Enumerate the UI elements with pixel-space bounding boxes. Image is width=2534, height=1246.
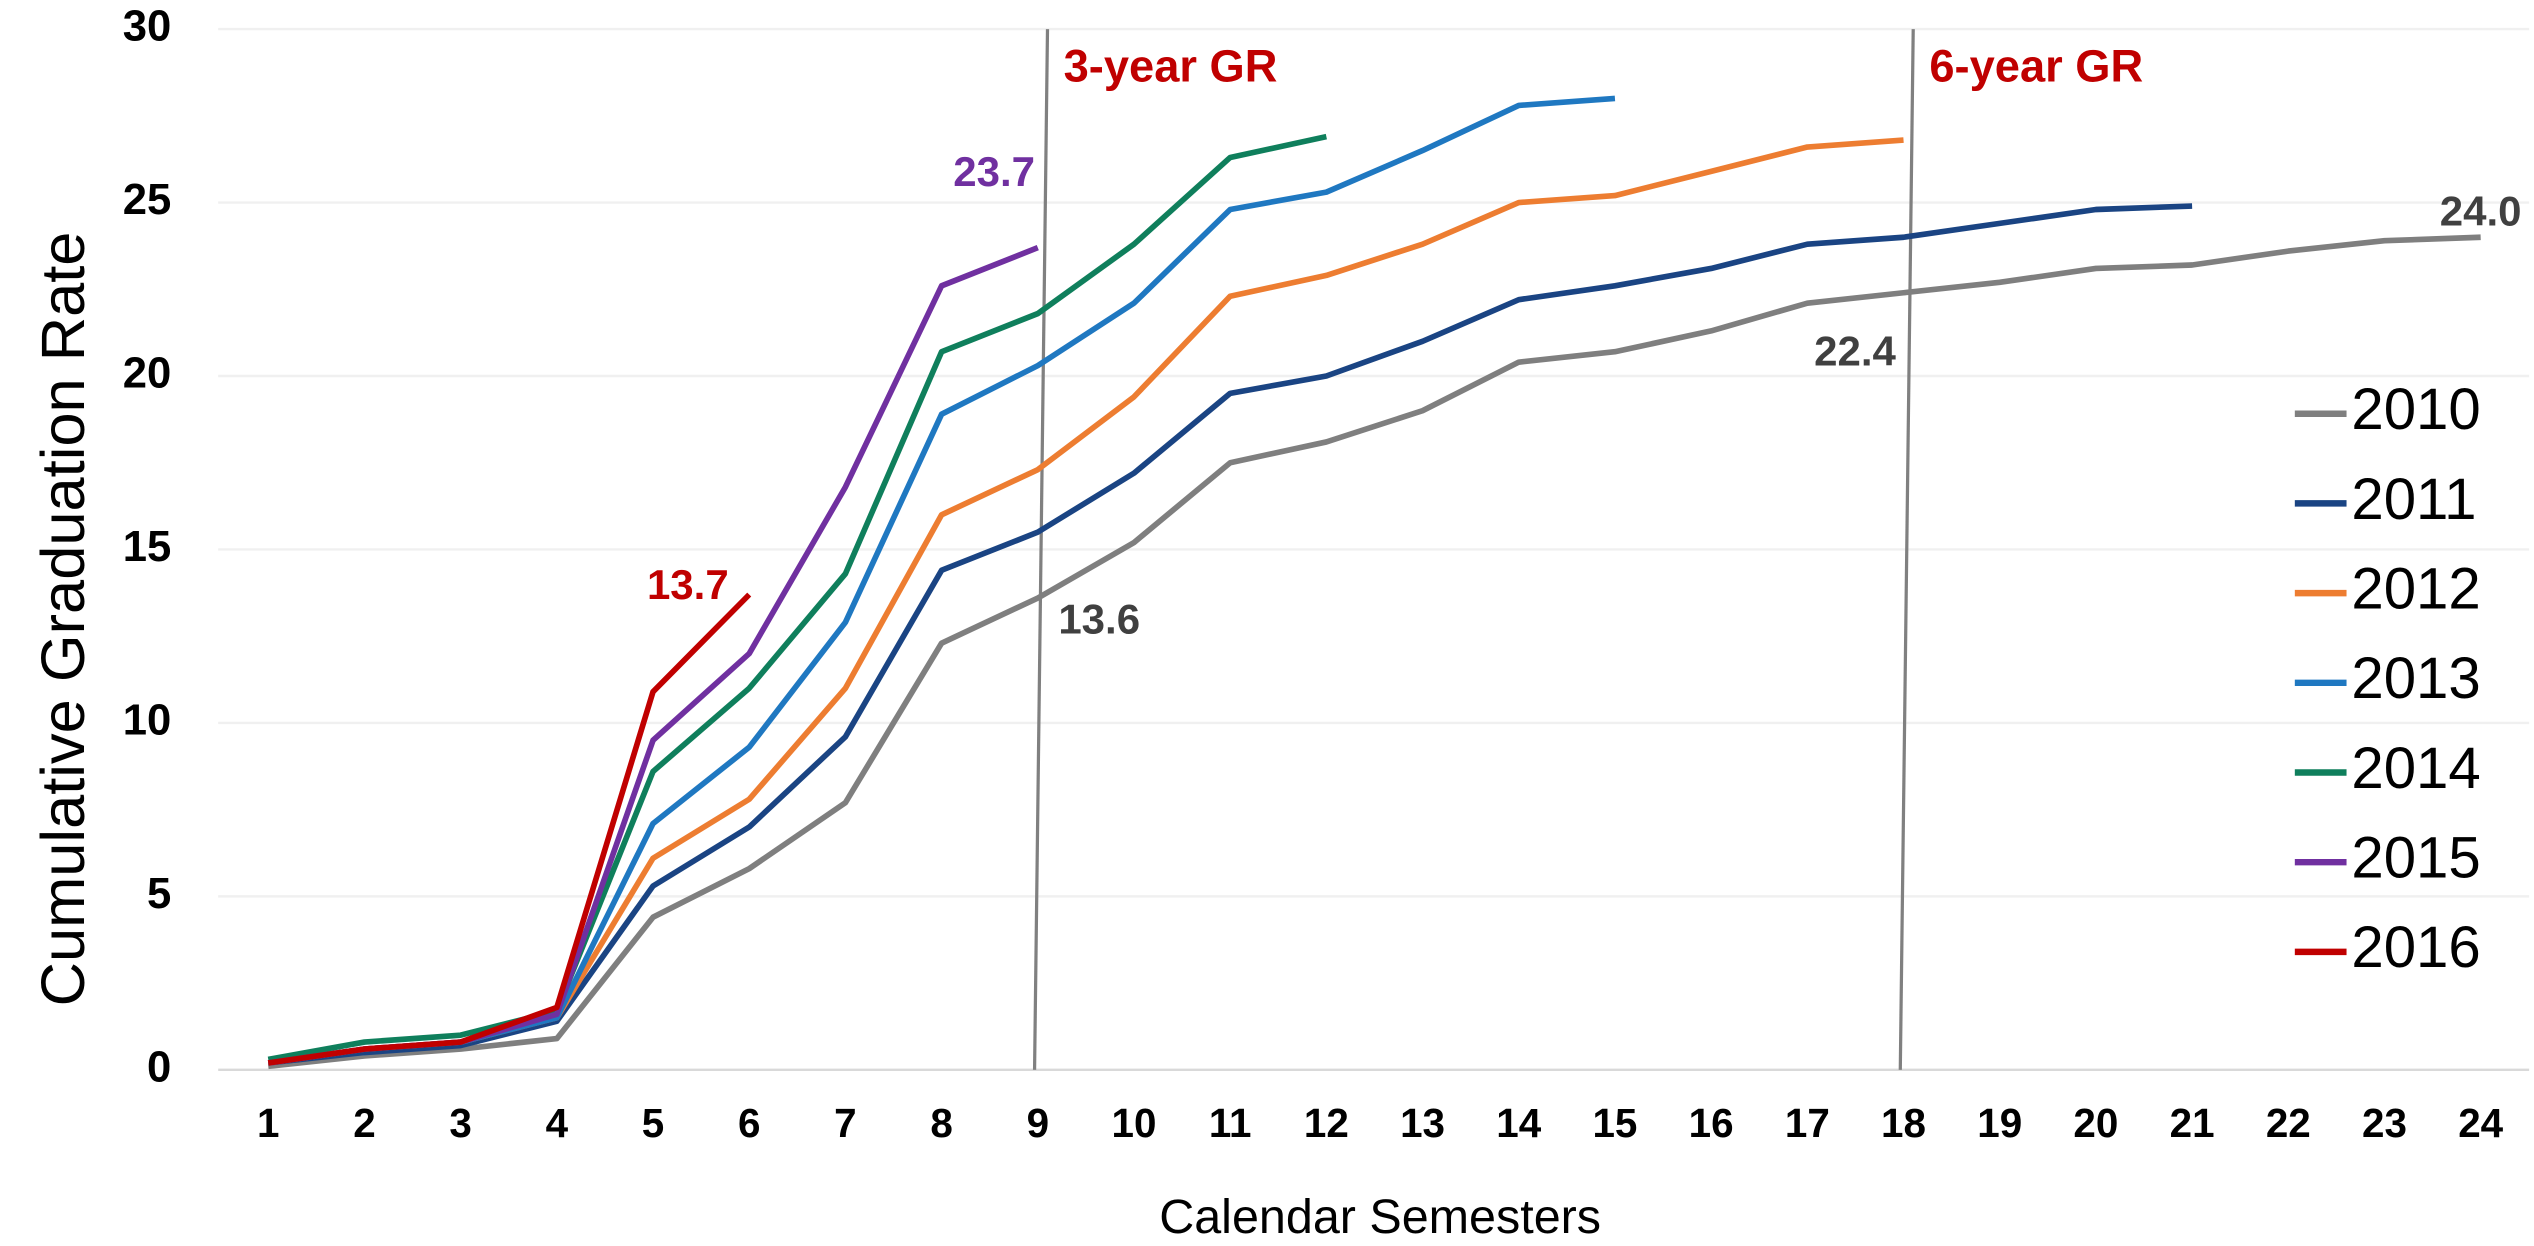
x-tick-label: 24 — [2458, 1100, 2503, 1146]
x-tick-label: 19 — [1977, 1100, 2022, 1146]
reference-label: 6-year GR — [1929, 40, 2143, 91]
y-tick-label: 15 — [123, 523, 172, 571]
series-line — [267, 592, 752, 1066]
x-axis-label: Calendar Semesters — [1159, 1190, 1601, 1244]
x-tick-label: 3 — [449, 1100, 471, 1146]
x-tick-label: 12 — [1304, 1100, 1349, 1146]
x-tick-label: 20 — [2073, 1100, 2118, 1146]
y-axis-label: Cumulative Graduation Rate — [29, 232, 98, 1007]
y-tick-label: 20 — [123, 350, 172, 398]
x-tick-label: 7 — [834, 1100, 856, 1146]
x-tick-label: 10 — [1112, 1100, 1157, 1146]
series-line — [267, 95, 1616, 1066]
legend-label: 2016 — [2351, 915, 2480, 980]
legend-label: 2014 — [2351, 736, 2480, 801]
legend-label: 2013 — [2351, 646, 2480, 711]
x-tick-label: 9 — [1027, 1100, 1049, 1146]
series-line — [267, 245, 1039, 1066]
x-tick-label: 5 — [642, 1100, 664, 1146]
reference-line — [1898, 29, 1915, 1070]
x-tick-label: 22 — [2266, 1100, 2311, 1146]
annotation: 24.0 — [2440, 188, 2522, 235]
x-tick-label: 15 — [1592, 1100, 1637, 1146]
x-tick-label: 23 — [2362, 1100, 2407, 1146]
x-tick-label: 8 — [930, 1100, 952, 1146]
series-line — [267, 203, 2193, 1066]
annotation: 13.6 — [1058, 595, 1140, 642]
y-tick-label: 10 — [123, 696, 172, 744]
x-tick-label: 21 — [2170, 1100, 2215, 1146]
legend-label: 2010 — [2351, 377, 2480, 442]
annotation: 23.7 — [953, 148, 1035, 195]
reference-line — [1032, 29, 1050, 1070]
x-tick-label: 18 — [1881, 1100, 1926, 1146]
x-tick-label: 16 — [1689, 1100, 1734, 1146]
x-tick-label: 4 — [546, 1100, 569, 1146]
x-tick-label: 17 — [1785, 1100, 1830, 1146]
y-tick-label: 5 — [147, 870, 171, 918]
series-line — [267, 133, 1327, 1063]
series-line — [267, 234, 2481, 1070]
legend-label: 2015 — [2351, 826, 2480, 891]
legend-label: 2011 — [2351, 467, 2476, 532]
x-tick-label: 13 — [1400, 1100, 1445, 1146]
y-tick-label: 0 — [147, 1043, 171, 1091]
annotation: 13.7 — [647, 561, 729, 608]
x-tick-label: 2 — [353, 1100, 375, 1146]
x-tick-label: 1 — [257, 1100, 279, 1146]
y-tick-label: 30 — [123, 3, 172, 51]
x-tick-label: 11 — [1209, 1100, 1252, 1146]
y-tick-label: 25 — [123, 176, 172, 224]
x-tick-label: 6 — [738, 1100, 760, 1146]
annotation: 22.4 — [1814, 327, 1896, 374]
legend-label: 2012 — [2351, 556, 2480, 621]
reference-label: 3-year GR — [1064, 40, 1278, 91]
x-tick-label: 14 — [1496, 1100, 1541, 1146]
